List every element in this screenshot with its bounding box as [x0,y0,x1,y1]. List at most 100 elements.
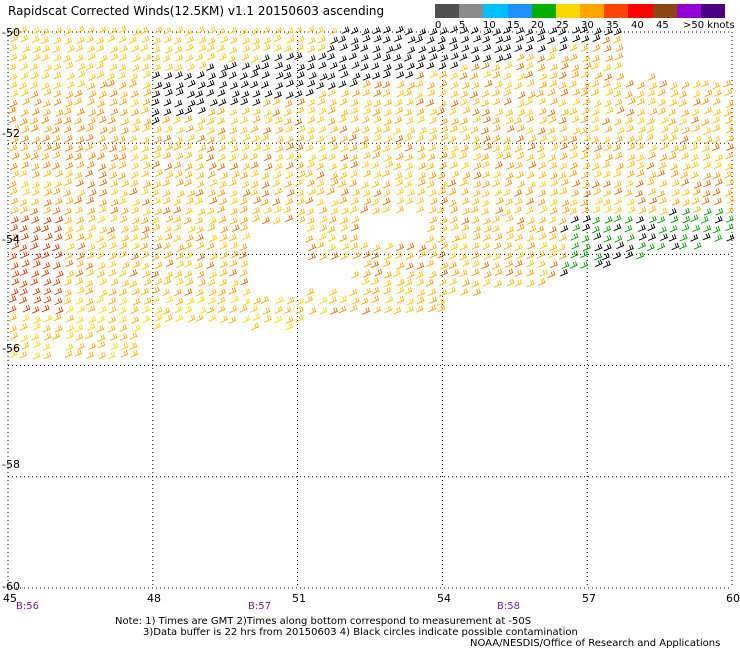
wind-barb-219 [569,53,578,61]
wind-barb-2 [31,26,40,35]
wind-barb-325 [503,72,512,81]
wind-barb-474 [64,100,73,108]
wind-barb-1146 [195,189,204,197]
wind-barb-1304 [495,206,504,214]
wind-barb-486 [196,97,205,106]
wind-barb-709 [470,126,479,134]
wind-barb-1473 [482,233,491,242]
wind-barb-261 [416,61,424,70]
wind-barb-1187 [648,187,657,196]
wind-barb-1849 [8,313,17,322]
wind-barb-942 [130,162,139,171]
wind-barb-1911 [110,342,119,351]
wind-barb-1044 [526,171,535,179]
wind-barb-1049 [580,171,589,180]
wind-barb-749 [187,134,196,142]
wind-barb-797 [712,135,721,144]
wind-barb-1066 [43,180,52,189]
wind-barb-389 [581,82,590,90]
wind-barb-119 [87,45,96,53]
wind-barb-1022 [285,171,294,179]
wind-barb-1276 [173,206,182,214]
wind-barb-1700 [75,277,84,286]
wind-barb-270 [516,62,525,71]
wind-barb-1289 [319,206,328,214]
wind-barb-1001 [55,170,64,178]
wind-barb-506 [415,97,424,106]
wind-barb-1147 [207,189,216,197]
wind-barb-10 [118,25,127,34]
wind-barb-829 [340,144,349,153]
wind-barb-1297 [416,205,424,213]
wind-barb-1753 [228,287,237,295]
wind-barb-92 [407,36,416,44]
wind-barb-1487 [638,233,647,241]
wind-barb-271 [525,62,534,70]
wind-barb-1376 [624,216,633,224]
wind-barb-94 [426,36,435,44]
wind-barb-1243 [537,198,546,206]
wind-barb-427 [274,91,283,99]
wind-barb-1185 [624,189,633,197]
wind-barb-687 [229,126,238,135]
wind-barb-1190 [681,188,690,197]
wind-barb-1312 [581,206,590,214]
wind-barb-1591 [471,251,480,260]
wind-barb-1169 [448,188,457,196]
wind-barb-1003 [74,171,83,180]
wind-barb-277 [590,62,599,70]
wind-barb-210 [471,54,480,63]
wind-barb-167 [615,44,624,53]
wind-barb-656 [613,118,622,126]
wind-barb-1093 [338,180,347,188]
wind-barb-1334 [97,215,106,224]
wind-barb-781 [539,134,548,143]
wind-barb-915 [559,152,568,161]
wind-barb-17 [196,26,205,34]
wind-barb-1010 [154,169,163,177]
wind-barb-1295 [382,205,391,214]
wind-barb-279 [614,61,622,70]
wind-barb-596 [681,109,690,117]
wind-barb-557 [252,108,261,116]
wind-barb-1756 [329,288,338,296]
wind-barb-1509 [153,243,162,251]
wind-barb-1282 [239,205,248,214]
wind-barb-1395 [107,226,115,234]
wind-barb-966 [393,162,402,171]
wind-barb-124 [140,43,149,52]
wind-barb-503 [384,98,393,107]
wind-barb-170 [32,53,41,61]
wind-barb-1057 [670,169,679,178]
wind-barb-523 [603,99,612,108]
wind-barb-129 [198,44,207,52]
wind-barb-555 [229,108,238,116]
wind-barb-920 [614,151,623,160]
wind-barb-1342 [183,216,192,225]
wind-barb-333 [594,71,603,80]
wind-barb-1447 [76,233,85,241]
wind-barb-600 [723,109,732,117]
wind-barb-227 [44,64,53,72]
wind-barb-1654 [31,270,40,278]
wind-barb-1834 [283,306,292,315]
wind-barb-617 [184,115,193,123]
wind-barb-1516 [230,242,239,250]
wind-barb-1474 [494,233,503,241]
wind-barb-994 [703,161,712,169]
wind-barb-733 [10,135,19,144]
wind-barb-1175 [514,189,523,197]
wind-barb-602 [19,118,28,126]
wind-barb-1628 [240,260,249,268]
wind-barb-273 [550,63,558,72]
wind-barb-203 [393,53,402,62]
wind-barb-746 [154,135,162,144]
wind-barb-415 [143,88,152,97]
legend-label-10: 10 [483,20,496,31]
wind-barb-1279 [206,207,215,215]
wind-barb-1143 [162,189,171,198]
wind-barb-1390 [54,225,63,233]
wind-barb-1470 [451,235,460,243]
wind-barb-1070 [87,180,96,189]
wind-barb-286 [77,70,86,79]
